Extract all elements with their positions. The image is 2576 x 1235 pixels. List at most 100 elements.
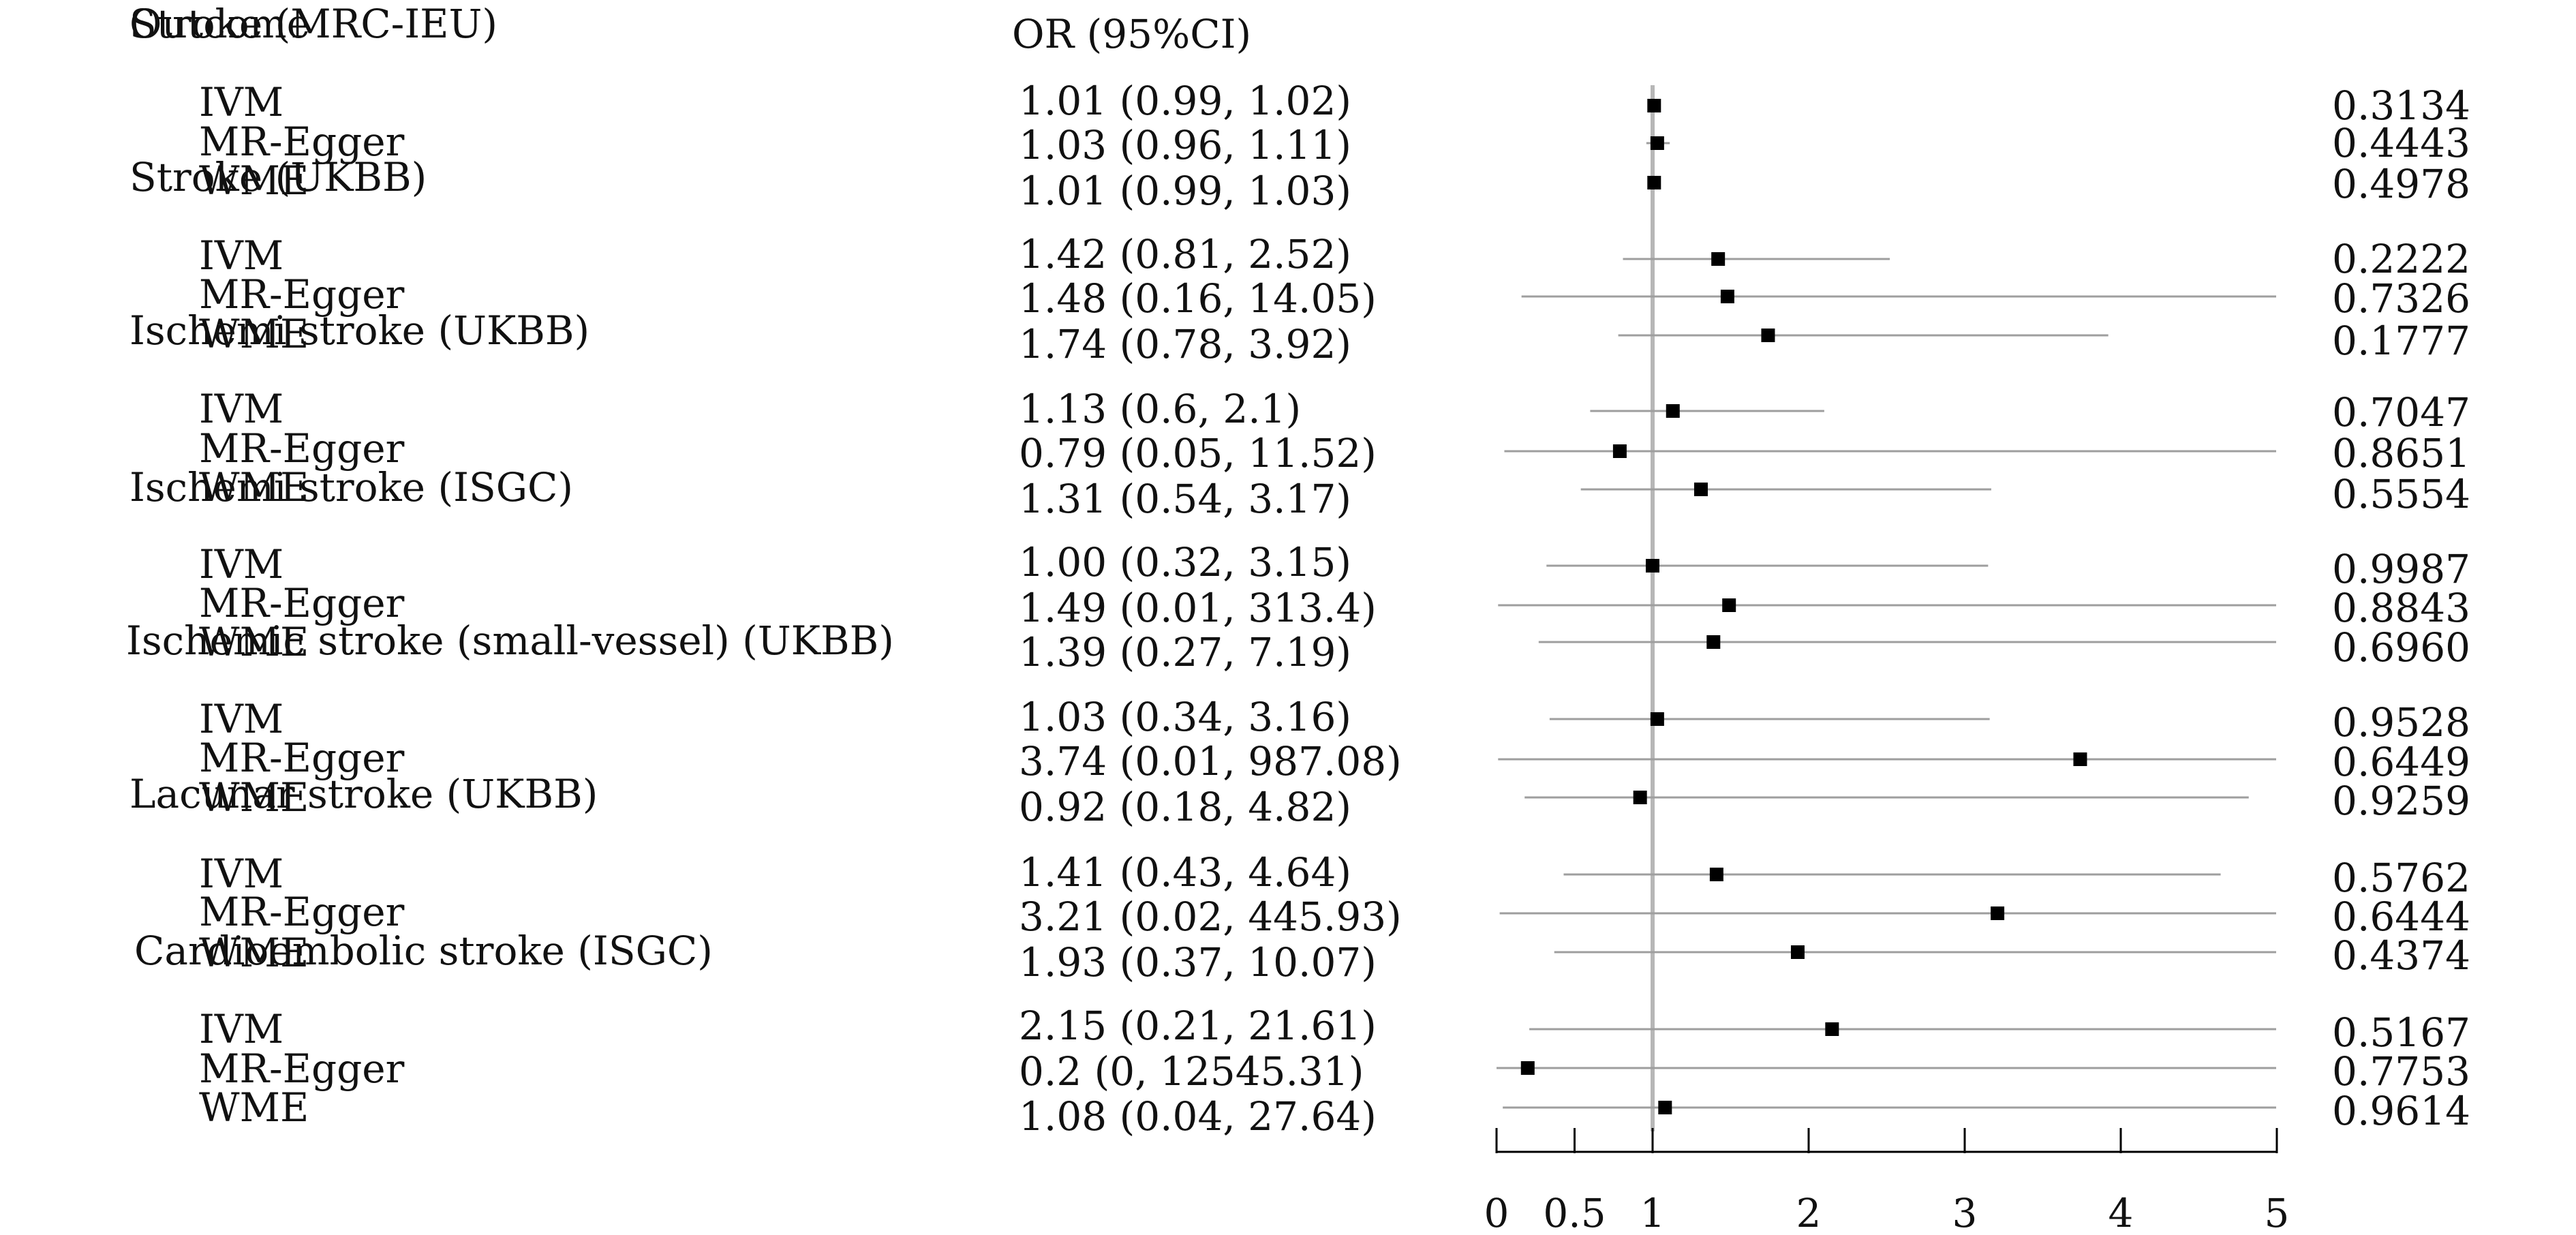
method-label: WME <box>199 930 309 976</box>
outcome-label: Ischemi stroke (UKBB) <box>129 307 589 354</box>
or-ci-text: 1.42 (0.81, 2.52) <box>1019 231 1351 277</box>
estimate-marker <box>1612 444 1627 458</box>
or-ci-text: 1.13 (0.6, 2.1) <box>1019 386 1301 432</box>
or-ci-text: 0.92 (0.18, 4.82) <box>1019 784 1351 830</box>
estimate-marker <box>2073 752 2087 766</box>
x-tick-label: 5 <box>2265 1190 2290 1235</box>
x-tick-label: 2 <box>1796 1190 1822 1235</box>
estimate-marker <box>1790 945 1805 959</box>
estimate-marker <box>1693 483 1708 496</box>
method-label: MR-Egger <box>199 580 405 626</box>
or-ci-text: 1.49 (0.01, 313.4) <box>1019 585 1377 631</box>
outcome-group: Stroke (UKBB) IVM 1.42 (0.81, 2.52) 0.2222 M… <box>129 154 2470 367</box>
estimate-marker <box>1650 136 1664 150</box>
estimate-marker <box>1658 1101 1672 1114</box>
p-value: 0.6444 <box>2332 894 2470 940</box>
p-value: 0.3134 <box>2332 82 2470 129</box>
p-value: 0.7753 <box>2332 1048 2470 1095</box>
outcome-label: Stroke (UKBB) <box>129 154 427 200</box>
p-value: 0.7326 <box>2332 275 2470 322</box>
outcome-label: Ischemi stroke (ISGC) <box>129 464 573 510</box>
or-ci-text: 1.08 (0.04, 27.64) <box>1019 1093 1377 1140</box>
header-outcome: Outcome <box>129 1 310 47</box>
p-value: 0.6449 <box>2332 739 2470 785</box>
method-label: IVM <box>199 696 283 742</box>
or-ci-text: 1.01 (0.99, 1.02) <box>1019 78 1351 124</box>
p-value: 0.5167 <box>2332 1009 2470 1056</box>
estimate-marker <box>1706 635 1721 649</box>
outcome-group: Ischemi stroke (ISGC) IVM 1.00 (0.32, 3.15… <box>129 464 2470 675</box>
p-value: 0.7047 <box>2332 389 2470 436</box>
estimate-marker <box>1722 598 1736 612</box>
or-ci-text: 1.48 (0.16, 14.05) <box>1019 275 1377 322</box>
p-value: 0.9987 <box>2332 546 2470 592</box>
p-value: 0.9528 <box>2332 699 2470 746</box>
or-ci-text: 1.03 (0.34, 3.16) <box>1019 694 1351 740</box>
or-ci-text: 0.2 (0, 12545.31) <box>1019 1048 1364 1095</box>
estimate-marker <box>1720 290 1734 303</box>
method-label: IVM <box>199 1006 283 1052</box>
estimate-marker <box>1709 868 1723 881</box>
or-ci-text: 1.39 (0.27, 7.19) <box>1019 629 1351 675</box>
outcome-label: Lacunar stroke (UKBB) <box>129 771 598 817</box>
method-label: IVM <box>199 541 283 588</box>
or-ci-text: 1.00 (0.32, 3.15) <box>1019 539 1351 585</box>
x-tick-label: 0.5 <box>1543 1190 1606 1235</box>
outcome-label: Stroke (MRC-IEU) <box>129 1 497 47</box>
method-label: WME <box>199 157 309 204</box>
method-label: WME <box>199 311 309 357</box>
estimate-marker <box>1666 404 1680 418</box>
estimate-marker <box>1825 1022 1839 1036</box>
estimate-marker <box>1633 791 1647 804</box>
p-value: 0.9614 <box>2332 1088 2470 1134</box>
or-ci-text: 3.74 (0.01, 987.08) <box>1019 738 1402 784</box>
header-or-ci: OR (95%CI) <box>1012 11 1251 57</box>
estimate-marker <box>1647 176 1661 189</box>
x-tick-label: 0 <box>1484 1190 1509 1235</box>
or-ci-text: 2.15 (0.21, 21.61) <box>1019 1003 1377 1049</box>
p-value: 0.4978 <box>2332 161 2470 207</box>
outcome-group: Cardioembolic stroke (ISGC) IVM 2.15 (0.21… <box>134 928 2470 1140</box>
estimate-marker <box>1761 329 1775 342</box>
or-ci-text: 0.79 (0.05, 11.52) <box>1019 430 1377 476</box>
or-ci-text: 1.41 (0.43, 4.64) <box>1019 849 1351 896</box>
method-label: MR-Egger <box>199 425 405 472</box>
estimate-marker <box>1647 99 1661 112</box>
estimate-marker <box>1991 906 2005 920</box>
outcome-group: Ischemi stroke (UKBB)IVM 1.13 (0.6, 2.1) 0… <box>129 307 2470 522</box>
estimate-marker <box>1520 1061 1535 1075</box>
outcome-label: Cardioembolic stroke (ISGC) <box>134 928 713 974</box>
method-label: MR-Egger <box>199 1046 405 1092</box>
method-label: WME <box>199 464 309 510</box>
method-label: MR-Egger <box>199 889 405 935</box>
method-label: MR-Egger <box>199 271 405 318</box>
forest-rows: Stroke (MRC-IEU) IVM 1.01 (0.99, 1.02) 0.31… <box>126 1 2470 1140</box>
p-value: 0.4374 <box>2332 932 2470 979</box>
p-value: 0.1777 <box>2332 318 2470 364</box>
method-label: WME <box>199 1084 309 1131</box>
p-value: 0.5554 <box>2332 471 2470 517</box>
method-label: MR-Egger <box>199 735 405 781</box>
method-label: WME <box>199 619 309 665</box>
p-value: 0.4443 <box>2332 120 2470 166</box>
or-ci-text: 1.03 (0.96, 1.11) <box>1019 122 1351 168</box>
x-tick-label: 4 <box>2109 1190 2134 1235</box>
p-value: 0.2222 <box>2332 236 2470 282</box>
x-tick-label: 1 <box>1640 1190 1666 1235</box>
outcome-group: Stroke (MRC-IEU) IVM 1.01 (0.99, 1.02) 0.31… <box>129 1 2470 214</box>
method-label: IVM <box>199 386 283 432</box>
estimate-marker <box>1650 712 1664 726</box>
or-ci-text: 1.74 (0.78, 3.92) <box>1019 321 1351 367</box>
method-label: IVM <box>199 851 283 897</box>
or-ci-text: 1.31 (0.54, 3.17) <box>1019 476 1351 522</box>
p-value: 0.8843 <box>2332 585 2470 631</box>
outcome-group: Ischemic stroke (small-vessel) (UKBB) IVM… <box>126 618 2470 830</box>
method-label: IVM <box>199 79 283 125</box>
method-label: MR-Egger <box>199 119 405 165</box>
method-label: WME <box>199 774 309 821</box>
p-value: 0.6960 <box>2332 624 2470 671</box>
p-value: 0.8651 <box>2332 430 2470 476</box>
x-tick-label: 3 <box>1952 1190 1978 1235</box>
outcome-group: Lacunar stroke (UKBB) IVM 1.41 (0.43, 4.64… <box>129 771 2470 986</box>
